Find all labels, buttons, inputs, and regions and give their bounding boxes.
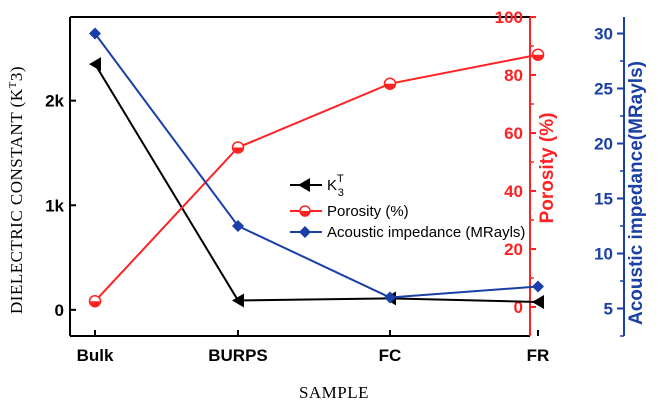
left-axis-ticks: 0 1k 2k xyxy=(45,92,76,320)
impedance-tick-label: 5 xyxy=(604,300,613,319)
x-tick-label: BURPS xyxy=(208,346,268,365)
impedance-tick-label: 30 xyxy=(594,25,613,44)
x-tick-label: Bulk xyxy=(77,346,114,365)
left-tick-label: 2k xyxy=(45,92,64,111)
porosity-axis-ticks: 0 20 40 60 80 100 xyxy=(495,8,536,317)
impedance-tick-label: 25 xyxy=(594,80,613,99)
data-point-k xyxy=(89,57,101,72)
x-axis-title: SAMPLE xyxy=(299,383,369,402)
data-point-porosity xyxy=(88,294,102,308)
left-axis-title: DIELECTRIC CONSTANT (KT3) xyxy=(7,66,26,314)
legend-impedance-marker xyxy=(299,226,311,238)
left-tick-label: 1k xyxy=(45,196,64,215)
data-point-k xyxy=(232,293,244,308)
data-point-impedance xyxy=(232,220,244,232)
porosity-tick-label: 40 xyxy=(504,182,523,201)
impedance-axis-ticks: 5 10 15 20 25 30 xyxy=(594,25,624,337)
data-point-porosity-fill xyxy=(384,83,396,90)
porosity-axis-title: Porosity (%) xyxy=(537,113,558,224)
impedance-tick-label: 10 xyxy=(594,245,613,264)
x-tick-label: FC xyxy=(379,346,402,365)
data-point-porosity-fill xyxy=(89,301,101,307)
impedance-axis-title: Acoustic impedance(MRayls) xyxy=(626,61,647,325)
series-0 xyxy=(89,57,544,310)
plot-frame xyxy=(69,16,625,337)
series-line xyxy=(94,32,539,299)
series-1 xyxy=(88,48,545,308)
porosity-tick-label: 100 xyxy=(495,8,523,27)
series-layer xyxy=(88,27,545,310)
impedance-tick-label: 20 xyxy=(594,135,613,154)
data-point-porosity-fill xyxy=(532,54,544,61)
x-axis-ticks: Bulk BURPS FC FR xyxy=(77,330,550,365)
data-point-impedance xyxy=(384,291,396,304)
data-point-porosity xyxy=(383,77,397,90)
porosity-tick-label: 60 xyxy=(504,124,523,143)
data-point-impedance xyxy=(532,280,544,293)
porosity-tick-label: 80 xyxy=(504,66,523,85)
impedance-tick-label: 15 xyxy=(594,190,613,209)
porosity-tick-label: 0 xyxy=(514,298,523,317)
series-line xyxy=(94,53,539,302)
legend-item-porosity: Porosity (%) xyxy=(290,203,409,220)
data-point-porosity xyxy=(531,48,545,61)
series-2 xyxy=(89,27,544,304)
x-tick-label: FR xyxy=(527,346,550,365)
data-point-k xyxy=(532,295,544,310)
porosity-tick-label: 20 xyxy=(504,240,523,259)
legend: KT 3 Porosity (%) Acoustic impedance (MRa… xyxy=(290,173,525,241)
series-line xyxy=(94,63,539,304)
legend-k-marker xyxy=(298,178,310,192)
legend-impedance-label: Acoustic impedance (MRayls) xyxy=(327,224,525,241)
data-point-impedance xyxy=(89,27,101,40)
legend-item-k: KT 3 xyxy=(290,173,344,199)
data-point-porosity-fill xyxy=(232,147,244,153)
legend-item-impedance: Acoustic impedance (MRayls) xyxy=(290,224,525,241)
legend-porosity-label: Porosity (%) xyxy=(327,203,409,220)
data-point-porosity xyxy=(231,141,245,154)
left-tick-label: 0 xyxy=(55,301,64,320)
legend-k-label: KT 3 xyxy=(327,173,344,199)
